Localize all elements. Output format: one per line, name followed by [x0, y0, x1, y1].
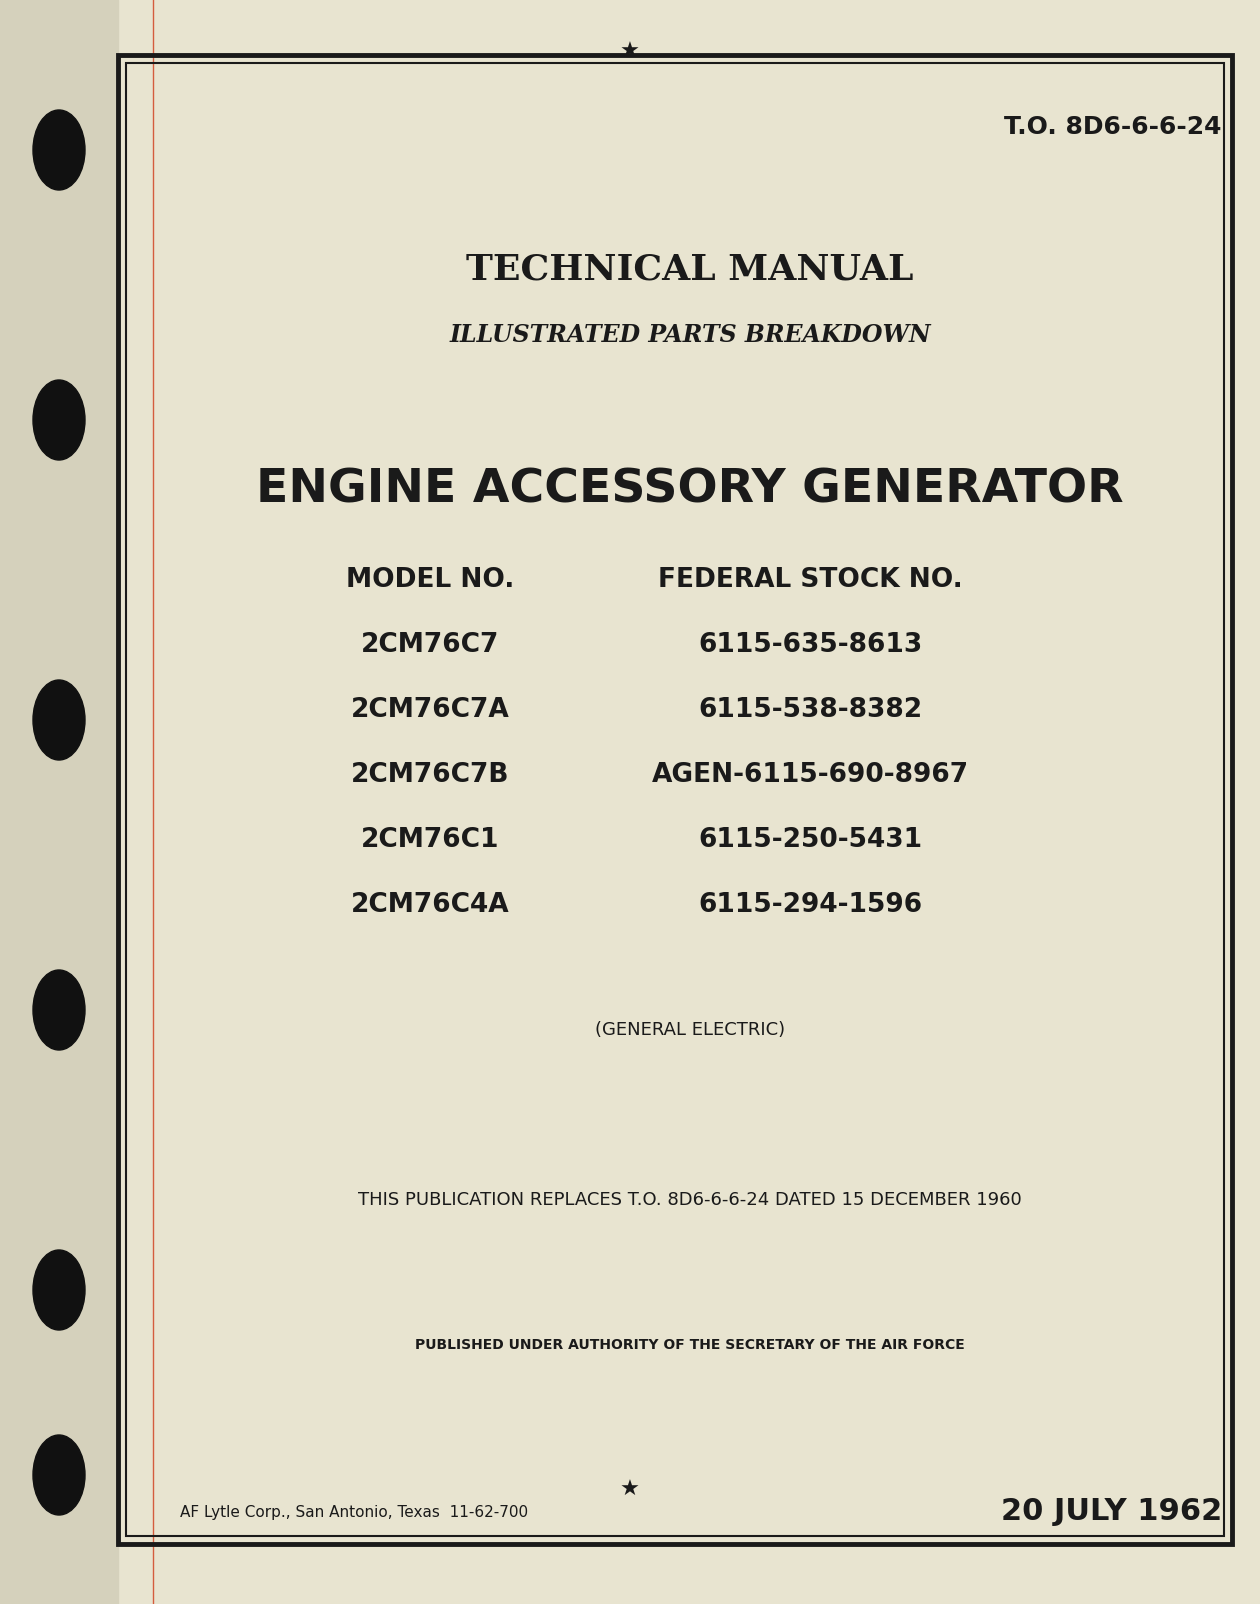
- Text: 2CM76C7A: 2CM76C7A: [350, 698, 509, 723]
- Ellipse shape: [33, 1436, 84, 1516]
- Text: 6115-250-5431: 6115-250-5431: [698, 828, 922, 853]
- Bar: [118, 55, 1232, 1545]
- Text: THIS PUBLICATION REPLACES T.O. 8D6-6-6-24 DATED 15 DECEMBER 1960: THIS PUBLICATION REPLACES T.O. 8D6-6-6-2…: [358, 1192, 1022, 1209]
- Text: MODEL NO.: MODEL NO.: [345, 566, 514, 593]
- Ellipse shape: [33, 970, 84, 1051]
- Text: TECHNICAL MANUAL: TECHNICAL MANUAL: [466, 253, 914, 287]
- Text: (GENERAL ELECTRIC): (GENERAL ELECTRIC): [595, 1022, 785, 1039]
- Bar: [0, 0, 118, 1604]
- Text: 2CM76C7B: 2CM76C7B: [350, 762, 509, 788]
- Ellipse shape: [33, 680, 84, 760]
- Text: ENGINE ACCESSORY GENERATOR: ENGINE ACCESSORY GENERATOR: [256, 467, 1124, 513]
- Text: ★: ★: [620, 1480, 640, 1500]
- Text: 6115-294-1596: 6115-294-1596: [698, 892, 922, 917]
- Text: ILLUSTRATED PARTS BREAKDOWN: ILLUSTRATED PARTS BREAKDOWN: [449, 322, 931, 346]
- Text: T.O. 8D6-6-6-24: T.O. 8D6-6-6-24: [1004, 115, 1222, 140]
- Ellipse shape: [33, 1250, 84, 1330]
- Text: 2CM76C7: 2CM76C7: [360, 632, 499, 658]
- Text: AGEN-6115-690-8967: AGEN-6115-690-8967: [651, 762, 969, 788]
- Text: AF Lytle Corp., San Antonio, Texas  11-62-700: AF Lytle Corp., San Antonio, Texas 11-62…: [180, 1505, 528, 1519]
- Ellipse shape: [33, 111, 84, 189]
- Text: 2CM76C4A: 2CM76C4A: [350, 892, 509, 917]
- Text: 20 JULY 1962: 20 JULY 1962: [1000, 1498, 1222, 1527]
- Text: ★: ★: [620, 42, 640, 63]
- Bar: [126, 63, 1223, 1537]
- Text: 6115-635-8613: 6115-635-8613: [698, 632, 922, 658]
- Text: 6115-538-8382: 6115-538-8382: [698, 698, 922, 723]
- Text: PUBLISHED UNDER AUTHORITY OF THE SECRETARY OF THE AIR FORCE: PUBLISHED UNDER AUTHORITY OF THE SECRETA…: [415, 1338, 965, 1352]
- Ellipse shape: [33, 380, 84, 460]
- Text: FEDERAL STOCK NO.: FEDERAL STOCK NO.: [658, 566, 963, 593]
- Text: 2CM76C1: 2CM76C1: [360, 828, 499, 853]
